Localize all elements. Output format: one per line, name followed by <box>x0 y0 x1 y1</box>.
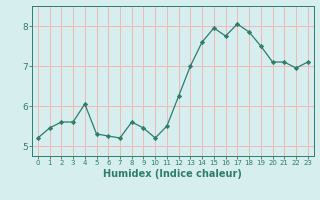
X-axis label: Humidex (Indice chaleur): Humidex (Indice chaleur) <box>103 169 242 179</box>
